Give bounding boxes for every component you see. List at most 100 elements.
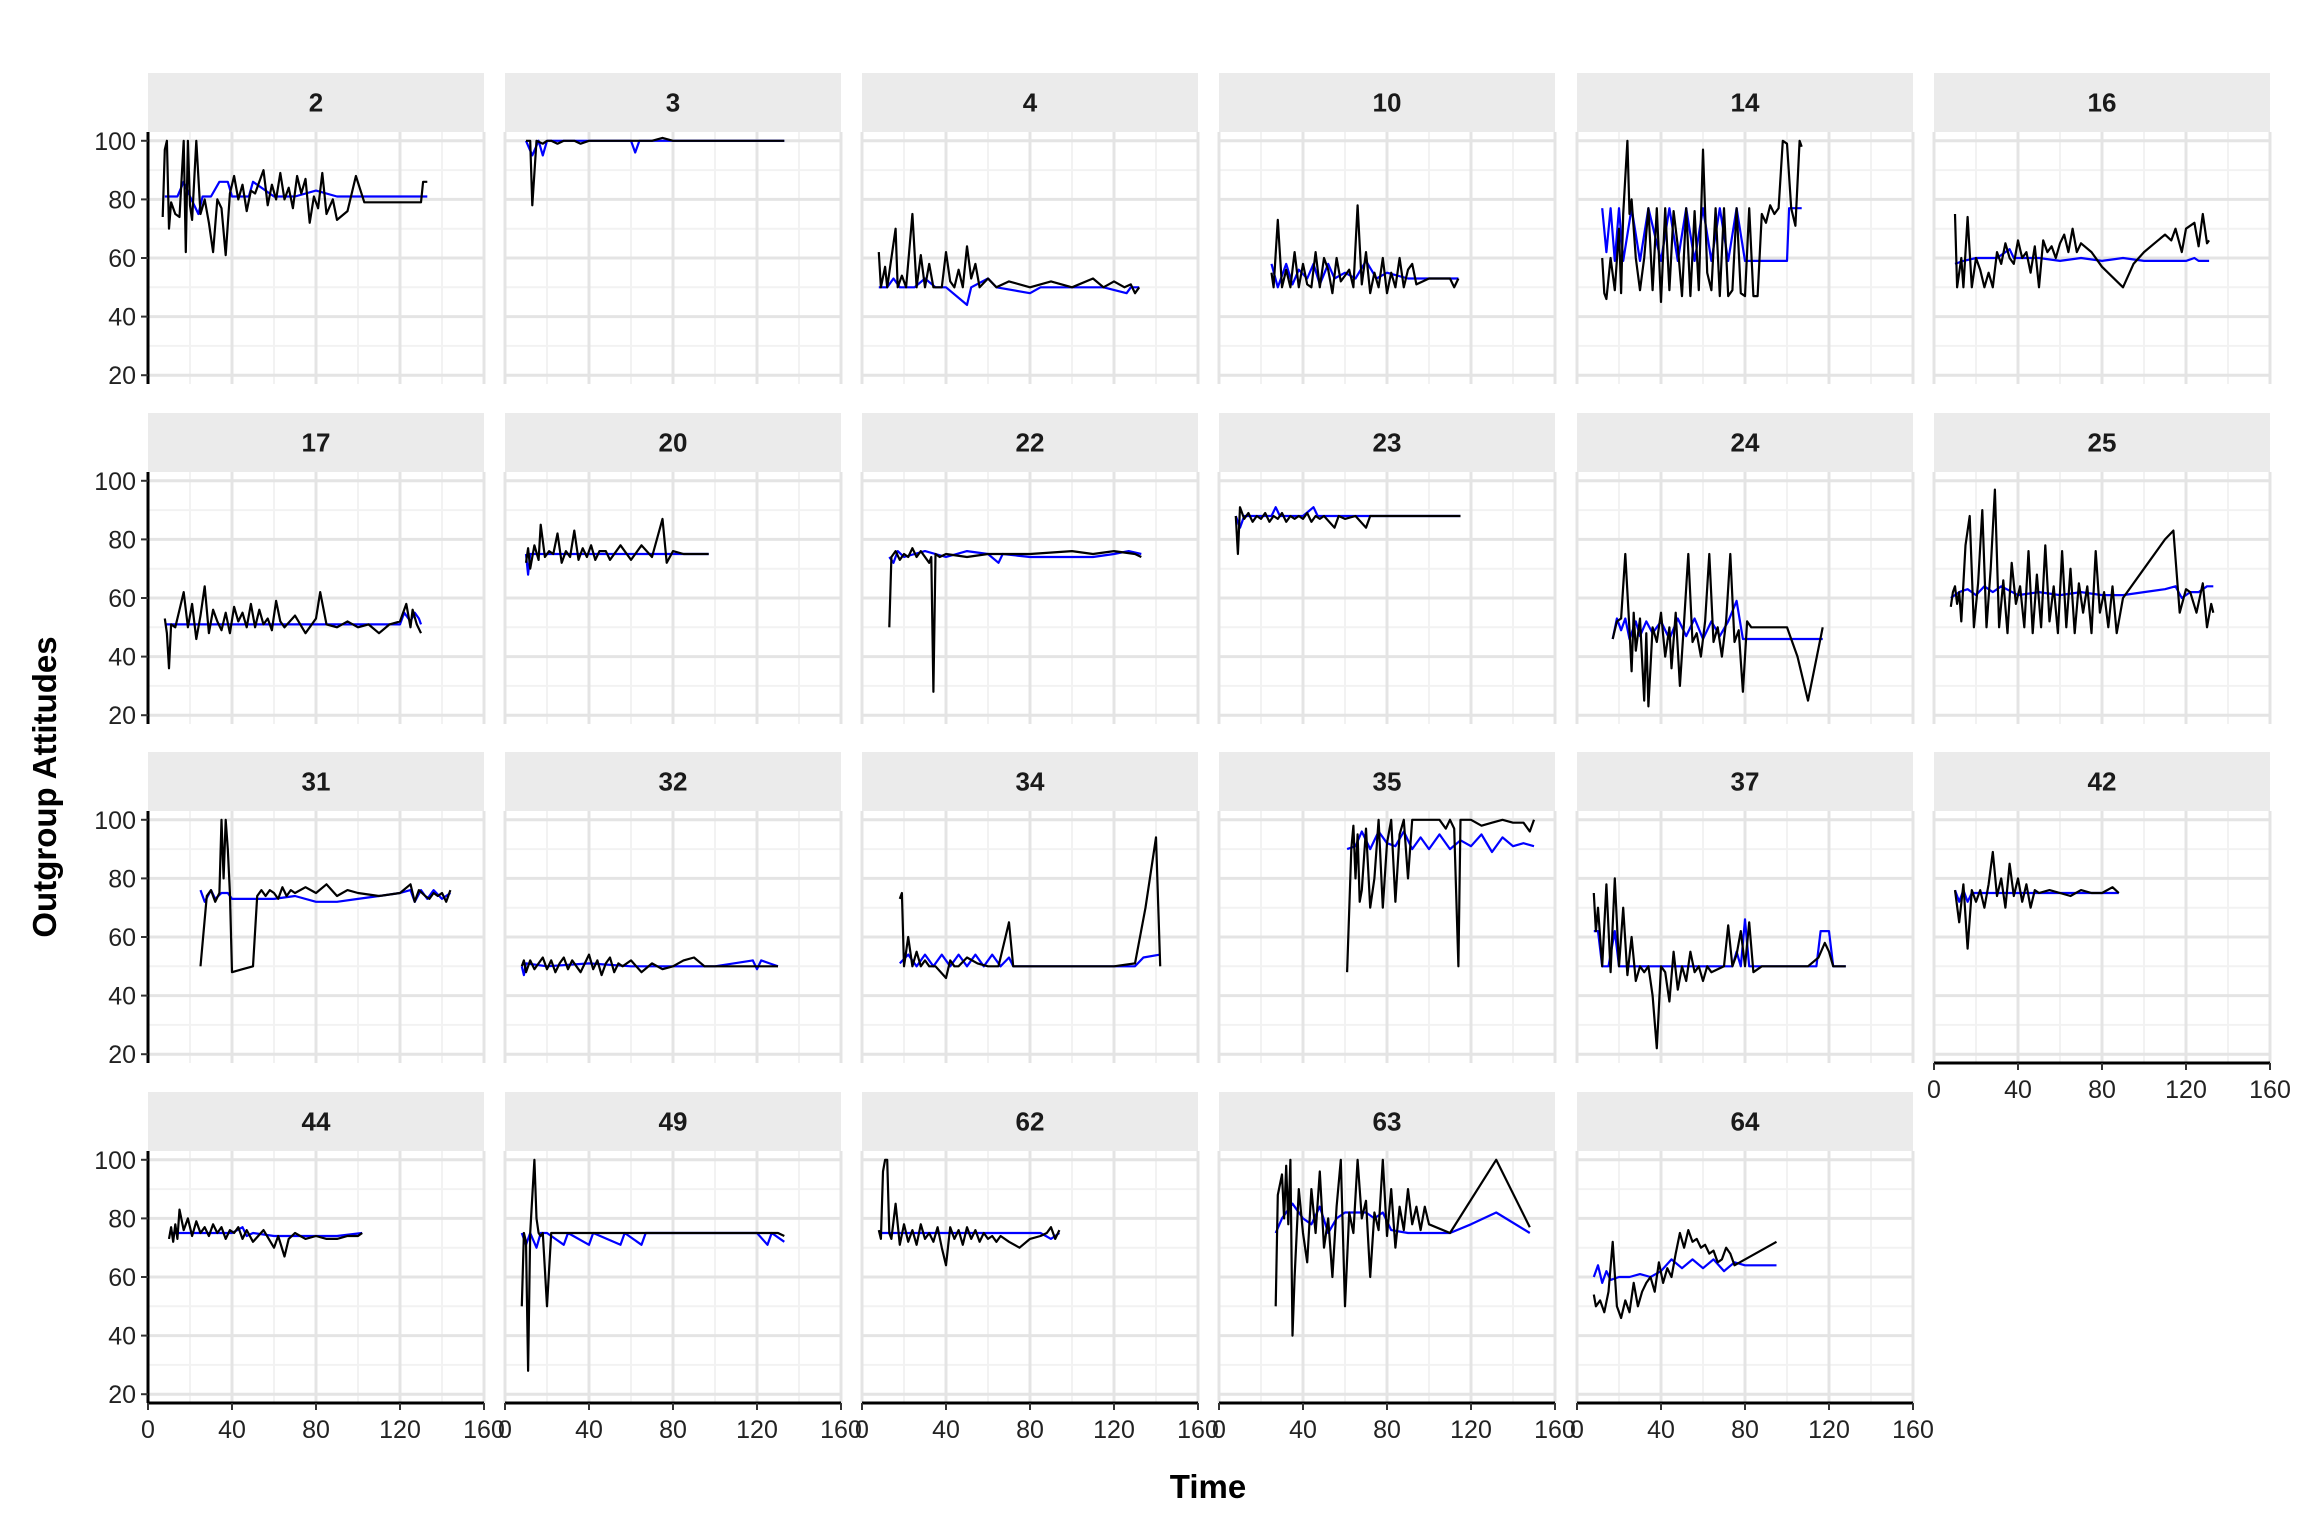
- facet-strip-label: 16: [2088, 88, 2117, 118]
- facet-strip-label: 49: [659, 1107, 688, 1137]
- y-tick-label: 40: [108, 983, 136, 1011]
- x-tick-label: 120: [736, 1416, 778, 1444]
- series-observed-line: [163, 585, 422, 670]
- facet-strip-label: 24: [1731, 428, 1760, 458]
- y-tick-label: 20: [108, 362, 136, 390]
- facet-panel-24: 24: [1575, 413, 1915, 724]
- facet-strip: [505, 413, 841, 472]
- facet-panel-63: 63 0 40 80 120 160: [1212, 1092, 1576, 1444]
- facet-panel-49: 49 0 40 80 120 160: [498, 1092, 862, 1444]
- facet-strip: [862, 73, 1198, 132]
- facet-strip: [862, 1092, 1198, 1151]
- x-tick-label: 40: [932, 1416, 960, 1444]
- facet-strip-label: 22: [1016, 428, 1045, 458]
- series-observed-line: [1611, 552, 1824, 708]
- x-tick-label: 160: [1177, 1416, 1219, 1444]
- x-tick-label: 120: [2165, 1076, 2207, 1104]
- facet-strip-label: 2: [309, 88, 323, 118]
- x-tick-label: 80: [302, 1416, 330, 1444]
- series-observed-line: [888, 547, 1142, 693]
- y-tick-label: 60: [108, 1264, 136, 1292]
- facet-strip-label: 4: [1023, 88, 1038, 118]
- x-tick-label: 120: [1808, 1416, 1850, 1444]
- facet-strip-label: 44: [302, 1107, 331, 1137]
- series-observed-line: [877, 212, 1141, 295]
- series-observed-line: [526, 136, 785, 207]
- facet-panel-10: 10: [1217, 73, 1557, 384]
- x-tick-label: 80: [1016, 1416, 1044, 1444]
- x-tick-label: 40: [2004, 1076, 2032, 1104]
- series-observed-line: [167, 1208, 363, 1258]
- y-tick-label: 100: [94, 1147, 136, 1175]
- y-axis-title: Outgroup Attitudes: [26, 636, 63, 937]
- x-tick-label: 80: [659, 1416, 687, 1444]
- series-observed-line: [199, 818, 452, 974]
- series-predicted-line: [1954, 248, 2210, 265]
- facet-strip-label: 25: [2088, 428, 2117, 458]
- y-tick-label: 20: [108, 1381, 136, 1409]
- x-tick-label: 0: [1212, 1416, 1226, 1444]
- x-tick-label: 40: [575, 1416, 603, 1444]
- facet-strip-label: 42: [2088, 767, 2117, 797]
- y-tick-label: 40: [108, 644, 136, 672]
- facet-strip: [1577, 1092, 1913, 1151]
- series-predicted-line: [1611, 599, 1823, 641]
- facet-strip: [862, 413, 1198, 472]
- series-observed-line: [524, 517, 709, 570]
- facet-strip: [148, 752, 484, 811]
- facet-panel-64: 64 0 40 80 120 160: [1570, 1092, 1934, 1444]
- facet-panel-20: 20: [503, 413, 843, 724]
- series-observed-line: [1592, 1228, 1778, 1320]
- facet-strip: [1219, 1092, 1555, 1151]
- facet-strip-label: 37: [1731, 767, 1760, 797]
- facet-strip-label: 62: [1016, 1107, 1045, 1137]
- x-tick-label: 160: [820, 1416, 862, 1444]
- facet-panel-23: 23: [1217, 413, 1557, 724]
- y-tick-label: 60: [108, 245, 136, 273]
- facet-strip: [1577, 413, 1913, 472]
- series-observed-line: [1270, 204, 1460, 295]
- facet-panel-3: 3: [503, 73, 843, 384]
- series-observed-line: [877, 1158, 1061, 1267]
- x-tick-label: 160: [1892, 1416, 1934, 1444]
- x-tick-label: 160: [1534, 1416, 1576, 1444]
- y-tick-label: 60: [108, 585, 136, 613]
- facet-panel-2: 2 20 40 60 80 100: [94, 73, 486, 390]
- facet-strip: [1577, 752, 1913, 811]
- facet-strip: [148, 1092, 484, 1151]
- y-tick-label: 40: [108, 304, 136, 332]
- facet-strip-label: 3: [666, 88, 680, 118]
- facet-strip: [1934, 752, 2270, 811]
- facet-panel-44: 44 20 40 60 80 100 0 40 80 120 160: [94, 1092, 505, 1444]
- x-tick-label: 120: [1093, 1416, 1135, 1444]
- facet-strip: [1934, 73, 2270, 132]
- facet-panel-17: 17 20 40 60 80 100: [94, 413, 486, 730]
- facet-strip-label: 63: [1373, 1107, 1402, 1137]
- facet-strip: [148, 413, 484, 472]
- facet-panel-62: 62 0 40 80 120 160: [855, 1092, 1219, 1444]
- x-tick-label: 0: [141, 1416, 155, 1444]
- y-tick-label: 80: [108, 1205, 136, 1233]
- facet-strip: [505, 752, 841, 811]
- y-tick-label: 100: [94, 128, 136, 156]
- y-tick-label: 100: [94, 468, 136, 496]
- facet-strip-label: 14: [1731, 88, 1760, 118]
- series-observed-line: [1953, 850, 2120, 950]
- facet-strip: [505, 1092, 841, 1151]
- facet-panel-31: 31 20 40 60 80 100: [94, 752, 486, 1069]
- x-tick-label: 80: [1731, 1416, 1759, 1444]
- facet-panel-22: 22: [860, 413, 1200, 724]
- facet-panel-32: 32: [503, 752, 843, 1063]
- series-observed-line: [520, 953, 778, 977]
- y-tick-label: 20: [108, 1041, 136, 1069]
- facet-strip: [1219, 752, 1555, 811]
- x-tick-label: 40: [1289, 1416, 1317, 1444]
- facet-strip-label: 23: [1373, 428, 1402, 458]
- facet-strip-label: 10: [1373, 88, 1402, 118]
- x-tick-label: 0: [1570, 1416, 1584, 1444]
- series-observed-line: [1274, 1158, 1531, 1337]
- facet-panel-16: 16: [1932, 73, 2272, 384]
- series-observed-line: [1601, 139, 1803, 304]
